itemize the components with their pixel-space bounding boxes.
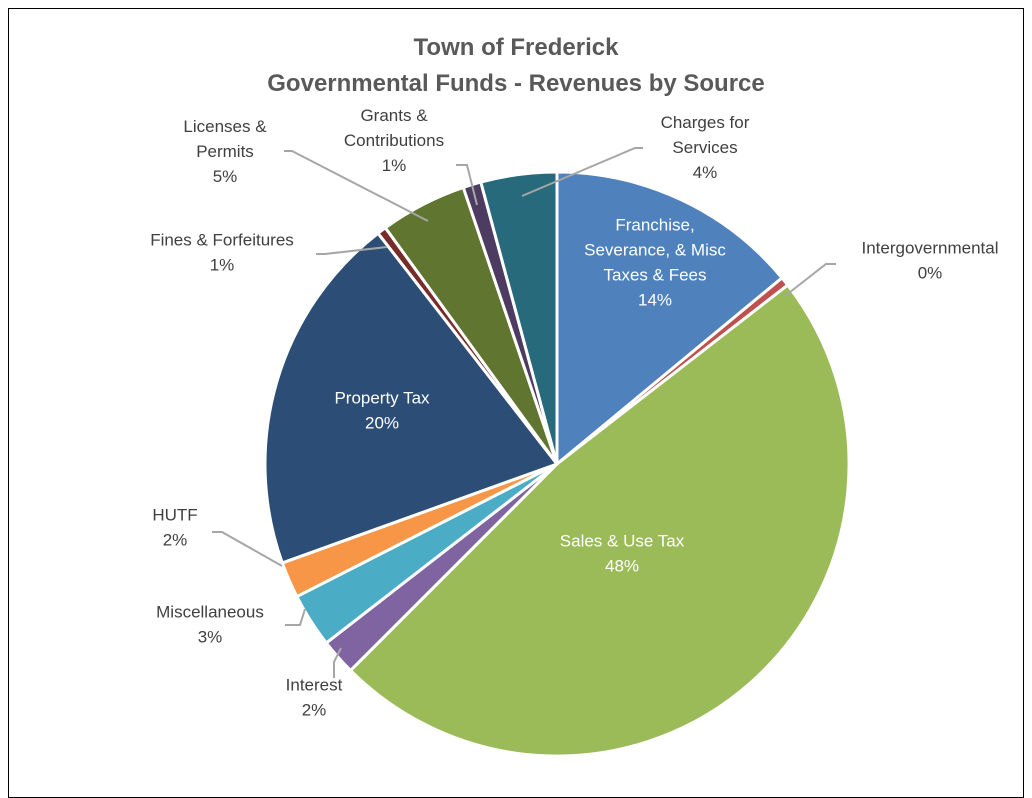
pie-slice-property-tax — [263, 231, 559, 565]
slice-label: Sales & Use Tax 48% — [560, 532, 685, 576]
slice-percent-label: 5% — [213, 167, 238, 186]
slice-name-label: Charges for — [661, 113, 750, 132]
leader-line — [285, 608, 306, 626]
chart-subtitle: Governmental Funds - Revenues by Source — [267, 70, 765, 97]
leader-line — [456, 164, 478, 206]
slice-name-label: Services — [672, 138, 737, 157]
slice-percent-label: 20% — [365, 414, 399, 433]
slice-percent-label: 2% — [302, 701, 327, 720]
pie-slice-sales-use-tax — [349, 283, 851, 758]
slice-percent-label: 4% — [693, 163, 718, 182]
slice-name-label: Sales & Use Tax — [560, 532, 685, 551]
slice-name-label: Grants & — [360, 106, 428, 125]
slice-name-label: Franchise, — [615, 216, 694, 235]
slice-name-label: Fines & Forfeitures — [150, 231, 294, 250]
slice-name-label: HUTF — [152, 506, 197, 525]
slice-label: Interest 2% — [286, 676, 343, 720]
slice-label: Property Tax 20% — [334, 389, 430, 433]
slice-percent-label: 48% — [605, 557, 639, 576]
slice-label: Grants & Contributions 1% — [344, 106, 444, 175]
slice-label: Miscellaneous 3% — [156, 603, 264, 647]
slice-label: Fines & Forfeitures 1% — [150, 231, 294, 275]
leader-lines — [212, 147, 836, 678]
pie-slice-charges-for-services — [479, 170, 559, 466]
slice-name-label: Miscellaneous — [156, 603, 264, 622]
slice-percent-label: 1% — [210, 256, 235, 275]
slice-percent-label: 0% — [918, 264, 943, 283]
slice-percent-label: 14% — [638, 291, 672, 310]
slice-name-label: Contributions — [344, 131, 444, 150]
leader-line — [316, 246, 388, 255]
leader-line — [284, 150, 429, 222]
leader-line — [212, 531, 283, 567]
slice-name-label: Taxes & Fees — [604, 266, 707, 285]
slice-label: Intergovernmental 0% — [861, 239, 998, 283]
slice-label: Charges for Services 4% — [661, 113, 750, 182]
slice-name-label: Intergovernmental — [861, 239, 998, 258]
slice-name-label: Property Tax — [334, 389, 430, 408]
slice-percent-label: 3% — [198, 628, 223, 647]
leader-line — [784, 263, 836, 297]
slice-name-label: Severance, & Misc — [584, 241, 726, 260]
slice-label: Licenses & Permits 5% — [183, 117, 267, 186]
slice-percent-label: 2% — [163, 531, 188, 550]
slice-name-label: Licenses & — [183, 117, 267, 136]
chart-title-block: Town of Frederick Governmental Funds - R… — [0, 30, 1032, 102]
pie-slice-franchise-severance-misc-taxes-fees — [555, 170, 784, 466]
leader-line — [521, 147, 643, 197]
slice-label: HUTF 2% — [152, 506, 197, 550]
slice-name-label: Interest — [286, 676, 343, 695]
slice-percent-label: 1% — [382, 156, 407, 175]
slice-label: Franchise, Severance, & Misc Taxes & Fees 1… — [584, 216, 726, 310]
slice-name-label: Permits — [196, 142, 254, 161]
leader-line — [333, 647, 342, 678]
slice-labels: Franchise, Severance, & Misc Taxes & Fees 1… — [150, 106, 998, 720]
chart-title: Town of Frederick — [413, 34, 619, 61]
pie-slices — [263, 170, 851, 758]
